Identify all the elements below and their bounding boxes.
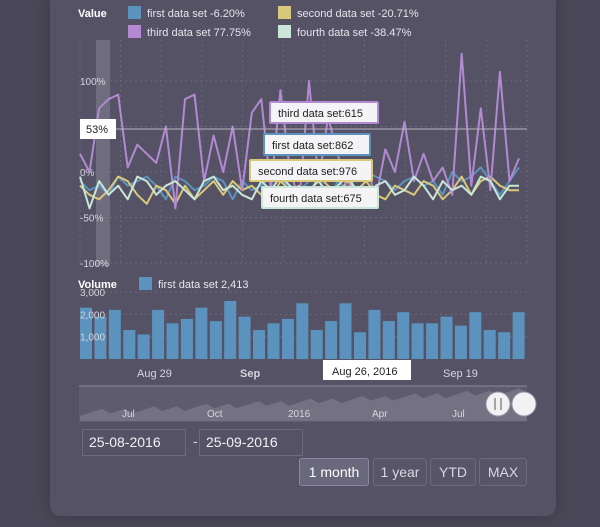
crosshair-value-box — [80, 119, 116, 139]
volume-bar — [498, 332, 511, 359]
legend-swatch-3 — [128, 25, 141, 38]
tooltip-label-4: fourth data set:675 — [270, 193, 362, 205]
y-tick-label: -100% — [80, 259, 109, 270]
volume-bar — [152, 309, 165, 359]
volume-bar — [411, 323, 424, 359]
range-button-max[interactable]: MAX — [479, 458, 527, 486]
navigator-label: 2016 — [288, 409, 311, 420]
range-from-input[interactable]: 25-08-2016 — [82, 429, 186, 456]
crosshair-value-label: 53% — [86, 124, 108, 136]
range-button-1-year[interactable]: 1 year — [373, 458, 427, 486]
volume-y-tick-label: 3,000 — [80, 288, 105, 299]
range-to-input[interactable]: 25-09-2016 — [199, 429, 303, 456]
volume-bar — [310, 330, 323, 359]
volume-bar — [339, 303, 352, 360]
tooltip-label-2: first data set:862 — [272, 140, 353, 152]
volume-bar — [166, 323, 179, 359]
volume-bar — [382, 321, 395, 359]
volume-bar — [281, 318, 294, 359]
crosshair-date-label: Aug 26, 2016 — [332, 366, 397, 378]
volume-bar — [426, 323, 439, 359]
volume-bar — [397, 312, 410, 359]
tooltip-box-2 — [263, 133, 371, 156]
y-tick-label: 0% — [80, 168, 95, 179]
volume-y-tick-label: 2,000 — [80, 310, 105, 321]
x-tick-label: Sep — [240, 368, 260, 380]
navigator-label: Oct — [207, 409, 223, 420]
navigator-label: Jul — [122, 409, 135, 420]
y-tick-label: 100% — [80, 77, 106, 88]
tooltip-box-3 — [249, 159, 373, 182]
tooltip-label-3: second data set:976 — [258, 166, 357, 178]
volume-bar — [108, 309, 121, 359]
volume-bar — [253, 330, 265, 359]
value-title: Value — [78, 8, 107, 20]
navigator-label: Jul — [452, 409, 465, 420]
x-tick-label: Aug 29 — [137, 368, 172, 380]
volume-title: Volume — [78, 279, 117, 291]
volume-bar — [440, 316, 453, 359]
tooltip-box-1 — [269, 101, 379, 124]
crosshair-date-box — [323, 360, 411, 380]
range-button-1-month[interactable]: 1 month — [299, 458, 369, 486]
stock-chart[interactable]: 100% 0% -50% -100% 53% Value first data set -6… — [0, 0, 600, 430]
navigator-area — [80, 388, 527, 421]
volume-bar — [238, 316, 251, 359]
legend-swatch-4 — [278, 25, 291, 38]
volume-legend-swatch — [139, 277, 152, 290]
legend-label-3: third data set 77.75% — [147, 27, 251, 39]
legend-swatch-2 — [278, 6, 291, 19]
x-tick-label: Sep 19 — [443, 368, 478, 380]
legend-swatch-1 — [128, 6, 141, 19]
legend-label-2: second data set -20.71% — [297, 8, 419, 20]
volume-bar — [94, 316, 107, 359]
navigator-handle-left[interactable] — [485, 391, 511, 417]
legend-label-4: fourth data set -38.47% — [297, 27, 412, 39]
volume-bar — [137, 334, 150, 359]
range-button-ytd[interactable]: YTD — [430, 458, 476, 486]
volume-bar — [195, 307, 208, 359]
volume-legend-label: first data set 2,413 — [158, 279, 249, 291]
volume-bar — [512, 312, 525, 359]
volume-bar — [354, 332, 366, 359]
volume-bar — [368, 309, 381, 359]
y-tick-label: -50% — [80, 214, 103, 225]
volume-bar — [267, 323, 280, 359]
volume-bar — [224, 301, 237, 359]
volume-bar — [325, 321, 338, 359]
volume-bar — [180, 318, 193, 359]
volume-bar — [80, 307, 92, 359]
volume-bar — [123, 330, 136, 359]
volume-y-tick-label: 1,000 — [80, 333, 105, 344]
legend-label-1: first data set -6.20% — [147, 8, 245, 20]
navigator-label: Apr — [372, 409, 388, 420]
navigator-handle-right[interactable] — [511, 391, 537, 417]
volume-bar — [296, 303, 309, 360]
volume-bar — [454, 325, 467, 360]
volume-bar — [483, 330, 496, 359]
tooltip-label-1: third data set:615 — [278, 108, 363, 120]
tooltip-box-4 — [261, 186, 379, 209]
volume-bar — [209, 321, 222, 359]
crosshair-band — [96, 40, 110, 266]
volume-bar — [469, 312, 482, 359]
range-separator: - — [193, 433, 198, 449]
